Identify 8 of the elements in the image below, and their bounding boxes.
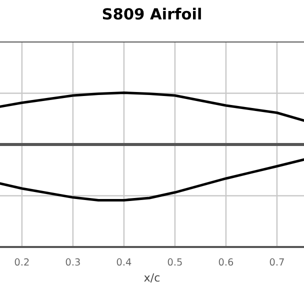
x-axis-title: x/c — [144, 273, 160, 283]
x-tick-label: 0.4 — [116, 258, 132, 266]
x-tick-label: 0.5 — [168, 258, 182, 266]
chart-title: S809 Airfoil — [102, 8, 201, 20]
x-tick-label: 0.3 — [66, 258, 80, 266]
x-tick-label: 0.6 — [218, 258, 234, 266]
x-tick-label: 0.2 — [14, 258, 29, 266]
x-tick-label: 0.7 — [270, 258, 284, 266]
